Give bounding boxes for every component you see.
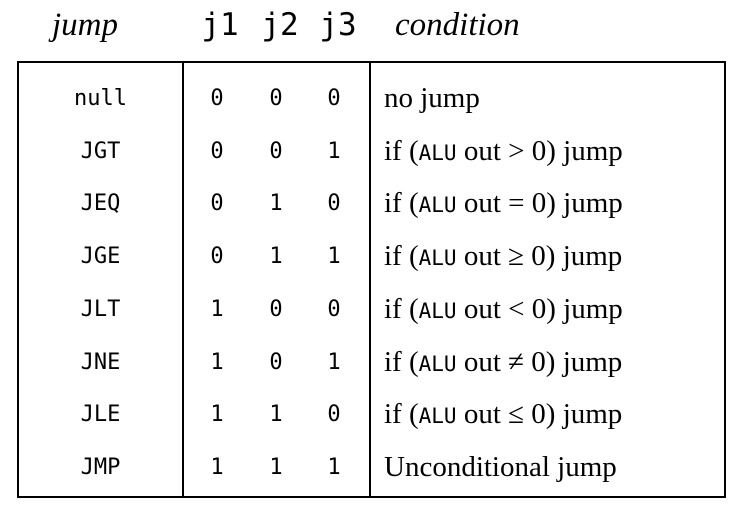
header-jump: jump	[52, 7, 118, 43]
condition-alu: ALU	[418, 351, 457, 376]
condition-prefix: if (	[384, 134, 419, 167]
table-row: JGT 0 0 1 if (ALU out > 0) jump	[0, 125, 754, 178]
mnemonic-cell: JGE	[80, 244, 121, 270]
condition-cell: if (ALU out ≥ 0) jump	[384, 230, 724, 283]
j3-cell: 1	[327, 454, 341, 480]
condition-prefix: if (	[384, 398, 419, 431]
j3-cell: 1	[327, 138, 341, 164]
j1-cell: 1	[210, 454, 224, 480]
header-j2: j2	[261, 7, 299, 43]
condition-prefix: Unconditional jump	[384, 450, 617, 483]
j3-cell: 0	[327, 86, 341, 111]
condition-cell: if (ALU out = 0) jump	[384, 177, 724, 230]
condition-alu: ALU	[418, 140, 457, 165]
j3-cell: 0	[327, 402, 341, 428]
j3-cell: 0	[327, 296, 341, 322]
condition-suffix: out = 0) jump	[456, 187, 623, 220]
condition-prefix: if (	[384, 345, 419, 378]
j2-cell: 0	[269, 349, 283, 375]
j1-cell: 0	[210, 138, 224, 164]
table-row: JNE 1 0 1 if (ALU out ≠ 0) jump	[0, 336, 754, 389]
mnemonic-cell: JMP	[80, 454, 121, 480]
table-row: JMP 1 1 1 Unconditional jump	[0, 441, 754, 494]
j2-cell: 1	[269, 402, 283, 428]
j2-cell: 0	[269, 138, 283, 164]
table-row: null 0 0 0 no jump	[0, 72, 754, 125]
table-row: JLT 1 0 0 if (ALU out < 0) jump	[0, 283, 754, 336]
condition-prefix: if (	[384, 292, 419, 325]
mnemonic-cell: null	[74, 86, 127, 111]
condition-cell: no jump	[384, 72, 724, 125]
j3-cell: 1	[327, 244, 341, 270]
condition-suffix: out ≤ 0) jump	[456, 398, 623, 431]
condition-cell: if (ALU out > 0) jump	[384, 125, 724, 178]
j2-cell: 0	[269, 86, 283, 111]
j1-cell: 1	[210, 296, 224, 322]
condition-prefix: if (	[384, 240, 419, 273]
mnemonic-cell: JEQ	[80, 191, 121, 217]
header-j1: j1	[201, 7, 239, 43]
condition-suffix: out ≥ 0) jump	[456, 240, 623, 273]
table-row: JLE 1 1 0 if (ALU out ≤ 0) jump	[0, 388, 754, 441]
condition-suffix: out < 0) jump	[456, 292, 623, 325]
condition-alu: ALU	[418, 246, 457, 271]
condition-suffix: out > 0) jump	[456, 134, 623, 167]
j1-cell: 0	[210, 191, 224, 217]
j3-cell: 0	[327, 191, 341, 217]
header-j3: j3	[319, 7, 357, 43]
mnemonic-cell: JNE	[80, 349, 121, 375]
j2-cell: 0	[269, 296, 283, 322]
condition-cell: if (ALU out ≠ 0) jump	[384, 336, 724, 389]
condition-prefix: no jump	[384, 82, 480, 114]
j2-cell: 1	[269, 244, 283, 270]
condition-prefix: if (	[384, 187, 419, 220]
mnemonic-cell: JGT	[80, 138, 121, 164]
j1-cell: 1	[210, 349, 224, 375]
condition-cell: Unconditional jump	[384, 441, 724, 494]
condition-cell: if (ALU out ≤ 0) jump	[384, 388, 724, 441]
j1-cell: 0	[210, 244, 224, 270]
table-row: JEQ 0 1 0 if (ALU out = 0) jump	[0, 177, 754, 230]
condition-alu: ALU	[418, 404, 457, 429]
condition-cell: if (ALU out < 0) jump	[384, 283, 724, 336]
j1-cell: 1	[210, 402, 224, 428]
table-row: JGE 0 1 1 if (ALU out ≥ 0) jump	[0, 230, 754, 283]
condition-suffix: out ≠ 0) jump	[456, 345, 623, 378]
mnemonic-cell: JLT	[80, 296, 121, 322]
column-divider	[369, 61, 371, 498]
condition-alu: ALU	[418, 193, 457, 218]
j2-cell: 1	[269, 454, 283, 480]
condition-alu: ALU	[418, 298, 457, 323]
j2-cell: 1	[269, 191, 283, 217]
mnemonic-cell: JLE	[80, 402, 121, 428]
jump-table	[17, 61, 726, 498]
j3-cell: 1	[327, 349, 341, 375]
column-divider	[182, 61, 184, 498]
j1-cell: 0	[210, 86, 224, 111]
header-condition: condition	[395, 7, 520, 43]
